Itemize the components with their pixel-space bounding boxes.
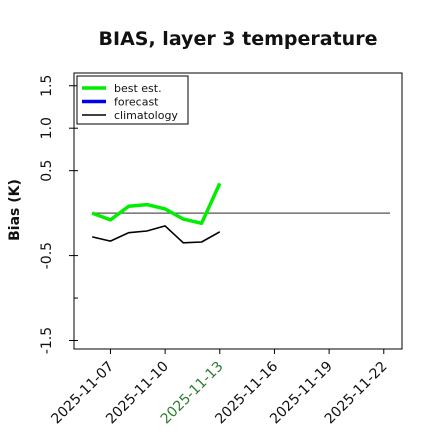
- y-tick-label: -0.5: [39, 242, 55, 269]
- series-lines: [91, 182, 222, 244]
- series-line-0: [91, 182, 222, 226]
- series-line-2: [92, 225, 221, 244]
- legend-label: climatology: [114, 109, 178, 122]
- y-axis-ticks: -1.5 -0.5 0.5 1.0 1.5: [39, 75, 78, 354]
- plot-frame: [73, 72, 403, 350]
- y-tick-label: 1.0: [39, 117, 55, 139]
- y-tick-label: 0.5: [39, 160, 55, 182]
- y-axis-label: Bias (K): [7, 179, 23, 241]
- y-tick-label: 1.5: [39, 75, 55, 97]
- y-tick-label: -1.5: [39, 327, 55, 354]
- x-axis-ticks: 2025-11-072025-11-102025-11-132025-11-16…: [48, 349, 391, 427]
- chart-title: BIAS, layer 3 temperature: [99, 28, 378, 50]
- legend-label: forecast: [114, 96, 159, 109]
- legend-label: best est.: [114, 82, 162, 95]
